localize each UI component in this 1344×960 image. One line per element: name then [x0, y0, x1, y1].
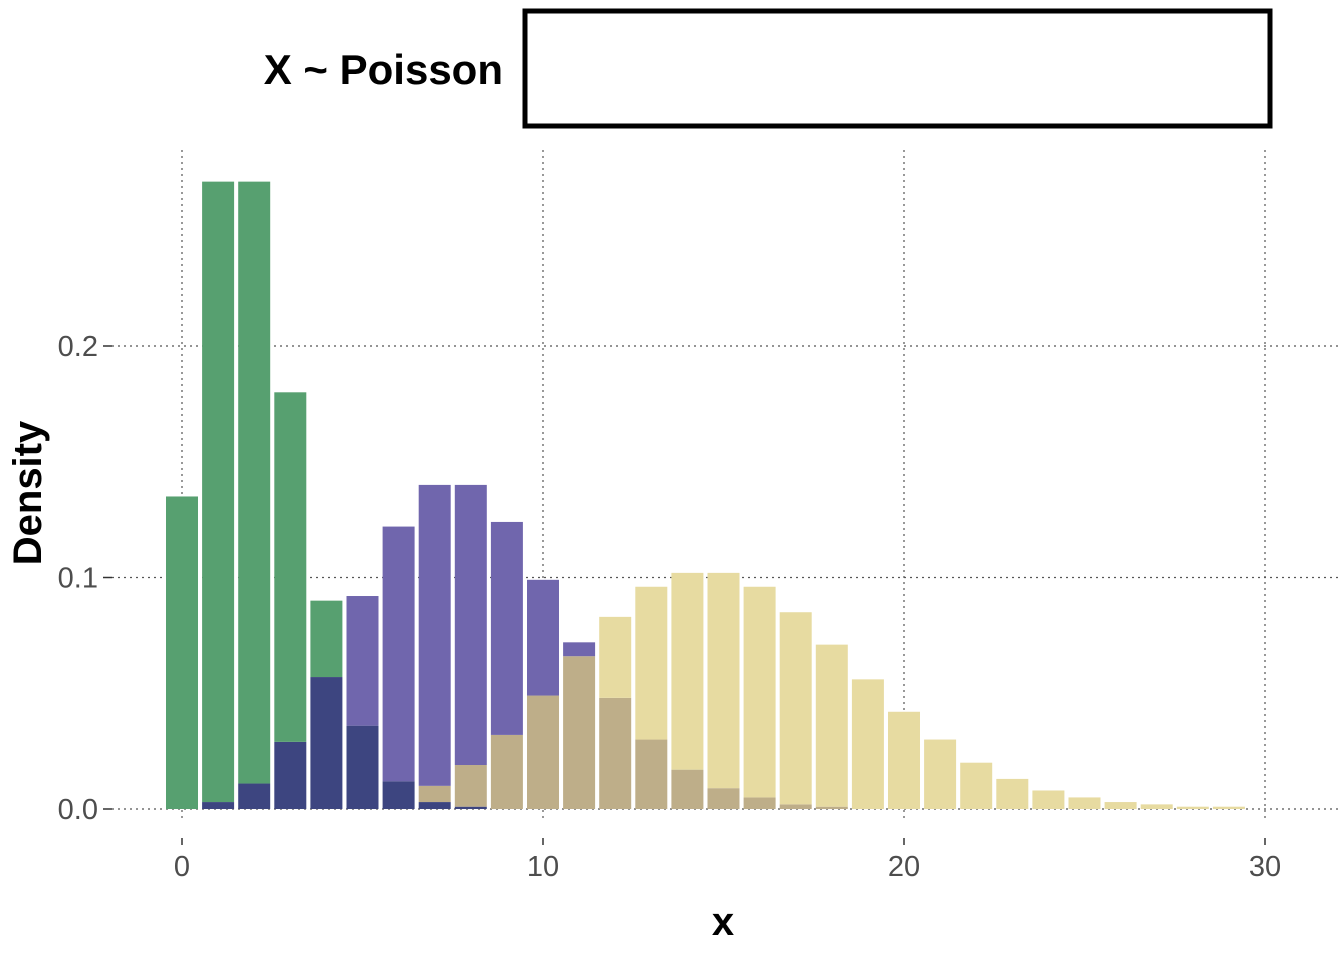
bar-overlap-1-2-3: [274, 741, 307, 809]
bar-series-2-7: [418, 484, 451, 786]
bar-overlap-1-2-4: [310, 677, 343, 809]
bar-overlap-2-3-16: [743, 797, 776, 809]
bar-overlap-2-3-8: [454, 765, 487, 807]
bar-overlap-1-2-2: [238, 783, 271, 809]
bar-series-2-6: [382, 526, 415, 782]
bar-series-3-29: [1212, 806, 1245, 809]
bar-overlap-1-2-8: [454, 806, 487, 809]
bar-series-2-5: [346, 596, 379, 726]
bar-series-1-1: [202, 181, 235, 803]
bar-overlap-1-2-7: [418, 802, 451, 809]
x-tick-label-3: 30: [1249, 851, 1281, 883]
bar-overlap-1-2-1: [202, 802, 235, 809]
bar-series-1-2: [238, 181, 271, 784]
bar-overlap-2-3-11: [563, 656, 596, 809]
bar-series-3-21: [924, 739, 957, 809]
bar-overlap-2-3-7: [418, 785, 451, 803]
y-axis-title: Density: [6, 420, 50, 565]
bar-overlap-2-3-12: [599, 697, 632, 809]
axes: 0 10 20 30 0.0 0.1 0.2: [58, 331, 1281, 883]
y-tick-label-2: 0.2: [58, 331, 98, 363]
bar-series-3-14: [671, 572, 704, 770]
bar-series-3-28: [1176, 806, 1209, 809]
bar-series-3-27: [1140, 804, 1173, 809]
bar-series-3-22: [960, 762, 993, 809]
bars: [166, 181, 1245, 809]
x-axis-title: x: [712, 900, 734, 944]
x-tick-label-0: 0: [174, 851, 190, 883]
legend-title: X ~ Poisson: [264, 46, 503, 93]
bar-overlap-2-3-9: [490, 734, 523, 809]
y-tick-label-1: 0.1: [58, 563, 98, 595]
bar-series-2-9: [490, 521, 523, 735]
bar-series-3-18: [815, 644, 848, 807]
bar-series-1-0: [166, 496, 198, 809]
bar-overlap-2-3-15: [707, 788, 740, 809]
x-tick-label-2: 20: [888, 851, 920, 883]
bar-series-2-10: [527, 579, 559, 696]
legend-box: [522, 8, 1273, 129]
bar-series-1-3: [274, 392, 307, 742]
bar-series-2-11: [563, 642, 596, 657]
bar-overlap-2-3-13: [635, 739, 668, 809]
bar-series-3-16: [743, 586, 776, 798]
bar-series-3-19: [851, 679, 884, 809]
bar-series-3-25: [1068, 797, 1101, 809]
bar-series-3-23: [996, 778, 1029, 809]
bar-series-2-8: [454, 484, 487, 766]
bar-overlap-2-3-10: [527, 695, 559, 809]
bar-overlap-2-3-14: [671, 769, 704, 809]
bar-series-3-15: [707, 572, 740, 789]
y-tick-label-0: 0.0: [58, 794, 98, 826]
bar-series-3-17: [779, 612, 812, 805]
bar-series-3-24: [1032, 790, 1065, 809]
bar-overlap-2-3-17: [779, 804, 812, 809]
bar-series-3-13: [635, 586, 668, 740]
bar-series-1-4: [310, 600, 343, 678]
bar-series-3-26: [1104, 802, 1137, 809]
legend: X ~ Poisson: [264, 8, 1273, 129]
bar-series-3-12: [599, 616, 632, 698]
bar-series-3-20: [888, 711, 920, 809]
bar-overlap-2-3-18: [815, 806, 848, 809]
bar-overlap-1-2-6: [382, 781, 415, 809]
bar-overlap-1-2-5: [346, 725, 379, 809]
x-tick-label-1: 10: [527, 851, 559, 883]
